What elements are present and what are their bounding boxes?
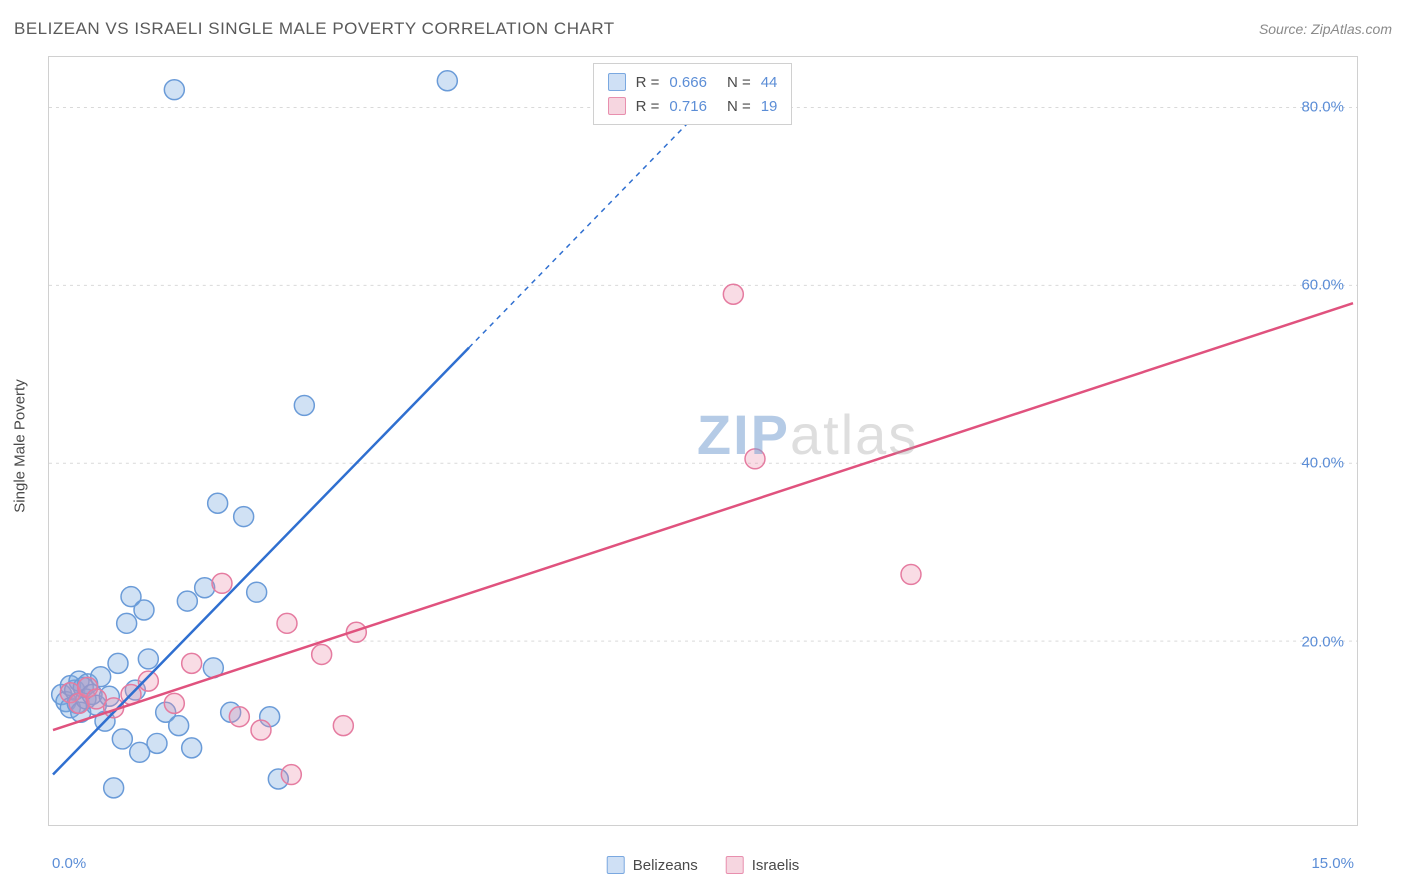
y-tick-label: 80.0% <box>1301 98 1344 115</box>
x-tick-label: 0.0% <box>52 855 86 872</box>
stat-n-prefix: N = <box>727 98 751 115</box>
stat-swatch-icon <box>608 97 626 115</box>
chart-title: BELIZEAN VS ISRAELI SINGLE MALE POVERTY … <box>14 19 615 39</box>
legend-label: Belizeans <box>633 857 698 874</box>
legend-label: Israelis <box>752 857 800 874</box>
stat-row-israelis: R = 0.716 N = 19 <box>608 94 778 118</box>
stat-r-prefix: R = <box>636 98 660 115</box>
x-tick-label: 15.0% <box>1311 855 1354 872</box>
y-axis-label: Single Male Poverty <box>12 379 29 512</box>
bottom-legend: Belizeans Israelis <box>607 856 800 874</box>
stat-r-value: 0.716 <box>669 98 707 115</box>
legend-swatch-icon <box>607 856 625 874</box>
stat-n-value: 19 <box>761 98 778 115</box>
legend-item-belizeans[interactable]: Belizeans <box>607 856 698 874</box>
stat-row-belizeans: R = 0.666 N = 44 <box>608 70 778 94</box>
correlation-stat-box: R = 0.666 N = 44 R = 0.716 N = 19 <box>593 63 793 125</box>
stat-r-value: 0.666 <box>669 74 707 91</box>
legend-item-israelis[interactable]: Israelis <box>726 856 800 874</box>
y-tick-label: 20.0% <box>1301 633 1344 650</box>
legend-swatch-icon <box>726 856 744 874</box>
stat-swatch-icon <box>608 73 626 91</box>
stat-n-value: 44 <box>761 74 778 91</box>
source-label: Source: ZipAtlas.com <box>1259 21 1392 37</box>
chart-container: BELIZEAN VS ISRAELI SINGLE MALE POVERTY … <box>0 0 1406 892</box>
plot-area: ZIPatlas R =0.666N =44R =0.716N =19 <box>48 56 1358 826</box>
stat-r-prefix: R = <box>636 74 660 91</box>
stat-n-prefix: N = <box>727 74 751 91</box>
y-tick-label: 60.0% <box>1301 276 1344 293</box>
plot-svg <box>49 57 1357 825</box>
title-bar: BELIZEAN VS ISRAELI SINGLE MALE POVERTY … <box>14 14 1392 44</box>
y-tick-label: 40.0% <box>1301 455 1344 472</box>
